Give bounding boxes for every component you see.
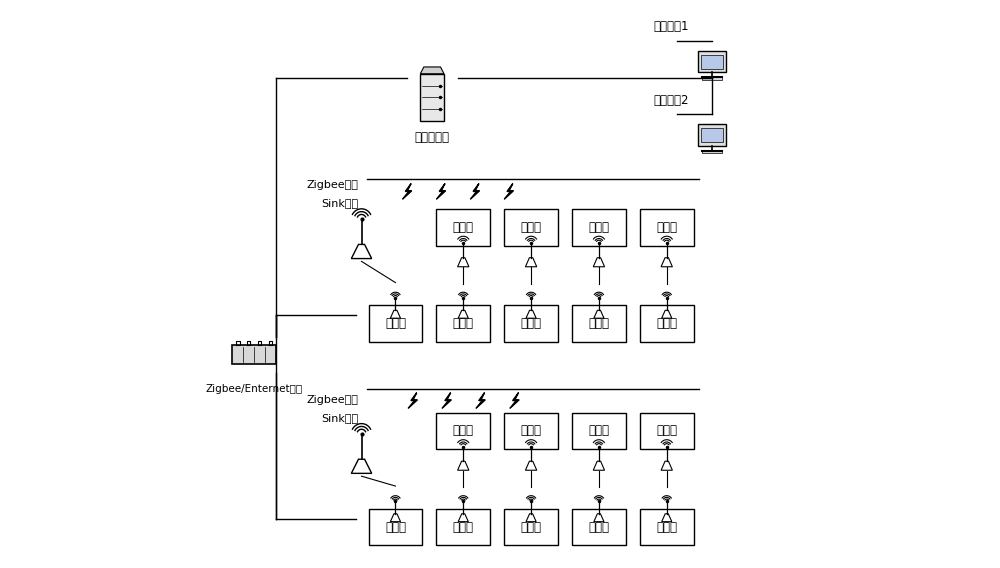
FancyBboxPatch shape — [702, 77, 722, 80]
FancyBboxPatch shape — [698, 51, 726, 72]
Polygon shape — [458, 310, 468, 318]
Text: 采集点: 采集点 — [656, 520, 677, 533]
Text: 采集点: 采集点 — [588, 317, 609, 330]
Text: 车间电脑1: 车间电脑1 — [654, 20, 689, 34]
Polygon shape — [458, 514, 468, 521]
Polygon shape — [390, 514, 401, 521]
Text: 车间服务器: 车间服务器 — [415, 131, 450, 144]
Polygon shape — [661, 461, 672, 470]
FancyBboxPatch shape — [640, 305, 694, 342]
Text: 车间电脑2: 车间电脑2 — [654, 94, 689, 107]
Polygon shape — [420, 67, 444, 74]
Text: 采集点: 采集点 — [385, 520, 406, 533]
Text: 阅读器: 阅读器 — [521, 424, 542, 437]
FancyBboxPatch shape — [698, 124, 726, 145]
FancyBboxPatch shape — [572, 412, 626, 449]
Polygon shape — [351, 244, 372, 258]
Text: Zigbee网络: Zigbee网络 — [307, 395, 359, 405]
Polygon shape — [402, 183, 412, 199]
FancyBboxPatch shape — [420, 74, 444, 121]
Text: 采集点: 采集点 — [521, 317, 542, 330]
Polygon shape — [662, 514, 672, 521]
Polygon shape — [661, 258, 672, 267]
FancyBboxPatch shape — [702, 151, 722, 153]
Polygon shape — [594, 514, 604, 521]
FancyBboxPatch shape — [701, 128, 723, 143]
Polygon shape — [458, 258, 469, 267]
Text: 采集点: 采集点 — [588, 520, 609, 533]
Polygon shape — [526, 310, 536, 318]
Polygon shape — [470, 183, 480, 199]
FancyBboxPatch shape — [436, 509, 490, 545]
Text: 阅读器: 阅读器 — [656, 424, 677, 437]
Polygon shape — [594, 310, 604, 318]
Polygon shape — [458, 461, 469, 470]
Polygon shape — [525, 258, 537, 267]
FancyBboxPatch shape — [572, 209, 626, 246]
Text: 阅读器: 阅读器 — [521, 221, 542, 234]
FancyBboxPatch shape — [504, 305, 558, 342]
FancyBboxPatch shape — [640, 509, 694, 545]
Polygon shape — [510, 393, 519, 408]
Text: 阅读器: 阅读器 — [656, 221, 677, 234]
Text: 阅读器: 阅读器 — [453, 424, 474, 437]
Polygon shape — [390, 310, 401, 318]
FancyBboxPatch shape — [436, 209, 490, 246]
FancyBboxPatch shape — [572, 509, 626, 545]
FancyBboxPatch shape — [232, 345, 276, 364]
Text: 阅读器: 阅读器 — [588, 424, 609, 437]
Polygon shape — [436, 183, 446, 199]
Text: 采集点: 采集点 — [385, 317, 406, 330]
Polygon shape — [442, 393, 451, 408]
Polygon shape — [593, 258, 605, 267]
Polygon shape — [408, 393, 417, 408]
Text: 采集点: 采集点 — [453, 317, 474, 330]
Polygon shape — [593, 461, 605, 470]
Text: 采集点: 采集点 — [521, 520, 542, 533]
Polygon shape — [526, 514, 536, 521]
Text: Zigbee网络: Zigbee网络 — [307, 180, 359, 190]
Polygon shape — [476, 393, 485, 408]
FancyBboxPatch shape — [701, 55, 723, 69]
Text: Sink节点: Sink节点 — [322, 413, 359, 423]
FancyBboxPatch shape — [436, 305, 490, 342]
Text: Sink节点: Sink节点 — [322, 198, 359, 208]
Polygon shape — [504, 183, 513, 199]
Text: 采集点: 采集点 — [656, 317, 677, 330]
Text: 采集点: 采集点 — [453, 520, 474, 533]
FancyBboxPatch shape — [572, 305, 626, 342]
Polygon shape — [662, 310, 672, 318]
Text: 阅读器: 阅读器 — [453, 221, 474, 234]
Polygon shape — [525, 461, 537, 470]
Text: Zigbee/Enternet网关: Zigbee/Enternet网关 — [206, 384, 303, 394]
FancyBboxPatch shape — [504, 412, 558, 449]
Text: 阅读器: 阅读器 — [588, 221, 609, 234]
Polygon shape — [351, 459, 372, 473]
FancyBboxPatch shape — [504, 509, 558, 545]
FancyBboxPatch shape — [640, 412, 694, 449]
FancyBboxPatch shape — [369, 305, 422, 342]
FancyBboxPatch shape — [504, 209, 558, 246]
FancyBboxPatch shape — [640, 209, 694, 246]
FancyBboxPatch shape — [369, 509, 422, 545]
FancyBboxPatch shape — [436, 412, 490, 449]
